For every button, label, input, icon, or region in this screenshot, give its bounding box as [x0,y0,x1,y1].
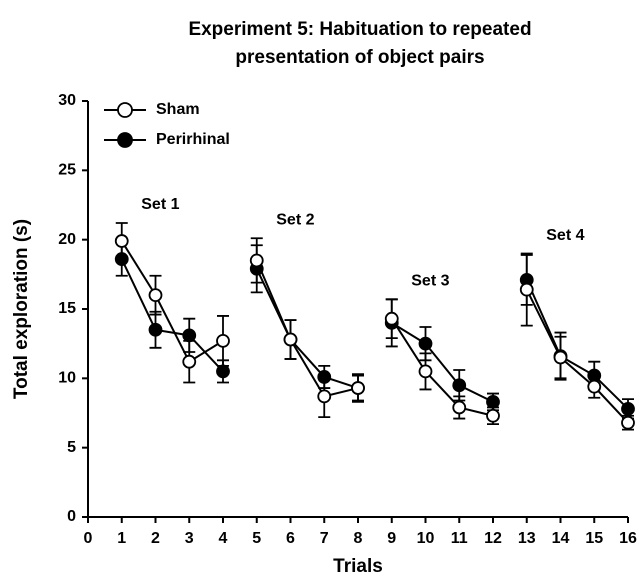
series-line [391,322,494,403]
x-tick-label: 10 [417,530,435,547]
set-label: Set 3 [411,273,449,290]
marker [486,408,500,423]
y-tick-label: 25 [58,162,76,179]
marker [621,415,635,430]
marker [182,328,197,343]
set-label: Set 2 [276,211,314,228]
set-label: Set 1 [141,196,179,213]
marker [452,400,467,415]
marker [283,332,298,347]
set-label: Set 4 [546,227,584,244]
x-tick-label: 9 [387,530,396,547]
marker [621,401,635,416]
x-tick-label: 15 [585,530,603,547]
marker [486,395,500,409]
marker [216,364,230,379]
marker [519,282,534,297]
x-tick-label: 5 [252,530,261,547]
x-tick-label: 4 [219,530,228,547]
y-tick-label: 0 [67,508,76,525]
x-tick-label: 14 [552,530,570,547]
x-tick-label: 3 [185,530,194,547]
marker [418,364,433,379]
x-tick-label: 6 [286,530,295,547]
legend-label: Sham [156,101,200,118]
marker [317,389,332,404]
marker [317,370,332,384]
x-tick-label: 8 [354,530,363,547]
marker [384,311,399,326]
marker [114,252,129,266]
legend-marker [117,132,133,148]
series-line [255,260,359,398]
legend-label: Perirhinal [156,131,230,148]
x-tick-label: 1 [117,530,126,547]
x-tick-label: 13 [518,530,536,547]
x-axis-label: Trials [333,556,383,577]
marker [114,234,129,248]
marker [418,336,433,351]
y-tick-label: 10 [58,370,76,387]
x-tick-label: 0 [84,530,93,547]
marker [249,253,264,268]
x-tick-label: 12 [484,530,502,547]
series-line [255,268,359,389]
legend-marker [117,102,133,118]
series-line [390,318,494,417]
marker [553,350,568,365]
x-tick-label: 2 [151,530,160,547]
marker [351,381,365,395]
y-axis-label: Total exploration (s) [11,219,32,399]
x-tick-label: 16 [619,530,637,547]
marker [182,354,197,369]
y-tick-label: 5 [67,439,76,456]
marker [452,378,467,393]
x-tick-label: 7 [320,530,329,547]
series-line [120,258,224,373]
series-line [525,279,629,410]
y-tick-label: 20 [58,231,76,248]
marker [587,379,602,394]
chart-title: presentation of object pairs [235,47,484,68]
marker [148,288,163,303]
marker [216,333,230,348]
y-tick-label: 15 [58,300,76,317]
marker [148,322,163,337]
x-tick-label: 11 [451,530,468,547]
series-line [525,289,629,424]
y-tick-label: 30 [58,92,76,109]
chart-title: Experiment 5: Habituation to repeated [188,19,531,40]
series-line [120,240,224,364]
